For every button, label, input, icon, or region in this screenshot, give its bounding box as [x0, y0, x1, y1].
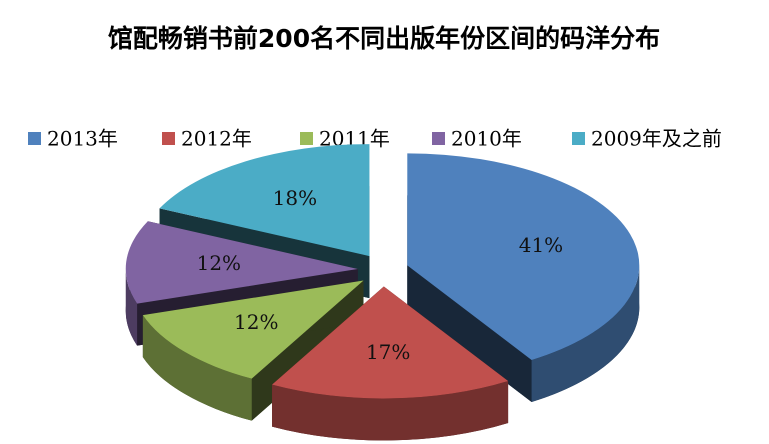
slice-group — [142, 280, 364, 421]
data-label: 17% — [366, 340, 410, 364]
data-label: 12% — [234, 310, 278, 334]
pie-slice — [125, 221, 358, 304]
slice-wall — [407, 265, 532, 402]
slice-group — [272, 286, 509, 441]
legend-label: 2012年 — [181, 127, 252, 151]
slice-side — [142, 315, 252, 421]
pie-slice — [272, 286, 509, 399]
legend-swatch — [162, 132, 175, 145]
pie-slice — [159, 144, 370, 257]
slice-side — [125, 268, 138, 346]
pie-slice — [407, 153, 640, 360]
legend-swatch — [28, 132, 41, 145]
slice-side — [531, 265, 640, 402]
slice-side — [272, 381, 509, 441]
legend-swatch — [300, 132, 313, 145]
legend-label: 2013年 — [47, 127, 118, 151]
data-label: 41% — [519, 233, 563, 257]
legend-label: 2010年 — [451, 127, 522, 151]
legend-swatch — [572, 132, 585, 145]
legend-label: 2009年及之前 — [591, 127, 722, 151]
legend-swatch — [432, 132, 445, 145]
pie-slice — [142, 280, 364, 379]
chart-title: 馆配畅销书前200名不同出版年份区间的码洋分布 — [108, 24, 660, 53]
data-label: 12% — [197, 251, 241, 275]
data-label: 18% — [273, 186, 317, 210]
